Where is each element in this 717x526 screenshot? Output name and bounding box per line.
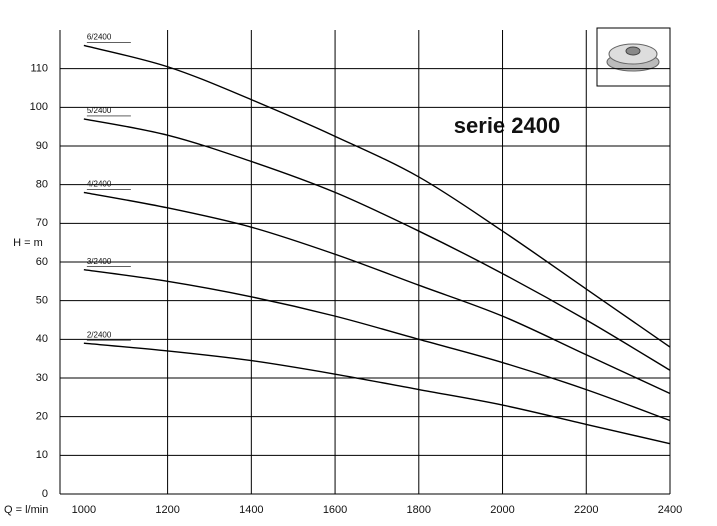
y-axis-label: H = m [13,237,43,249]
x-tick-label: 1800 [407,504,431,516]
curve [83,191,671,395]
x-axis-label: Q = l/min [4,504,48,516]
pump-icon [596,27,671,87]
y-tick-label: 10 [36,449,48,461]
y-tick-label: 70 [36,217,48,229]
x-tick-label: 2200 [574,504,598,516]
y-tick-label: 50 [36,295,48,307]
curve-label: 2/2400 [87,330,112,339]
curve-label: 4/2400 [87,180,112,189]
curve [83,342,671,445]
curve-label: 3/2400 [87,257,112,266]
y-tick-label: 80 [36,179,48,191]
x-tick-label: 1200 [155,504,179,516]
curve [83,118,671,371]
x-tick-label: 1000 [72,504,96,516]
y-tick-label: 40 [36,333,48,345]
chart-title: serie 2400 [454,113,560,138]
y-tick-label: 90 [36,140,48,152]
y-tick-label: 0 [42,488,48,500]
x-tick-label: 1400 [239,504,263,516]
curve-label: 6/2400 [87,33,112,42]
curve-label: 5/2400 [87,106,112,115]
x-tick-label: 2400 [658,504,682,516]
y-tick-label: 20 [36,411,48,423]
y-tick-label: 60 [36,256,48,268]
x-tick-label: 1600 [323,504,347,516]
y-tick-label: 110 [30,63,48,75]
curve [83,44,671,348]
y-tick-label: 30 [36,372,48,384]
x-tick-label: 2000 [490,504,514,516]
y-tick-label: 100 [30,101,48,113]
curve [83,269,671,422]
